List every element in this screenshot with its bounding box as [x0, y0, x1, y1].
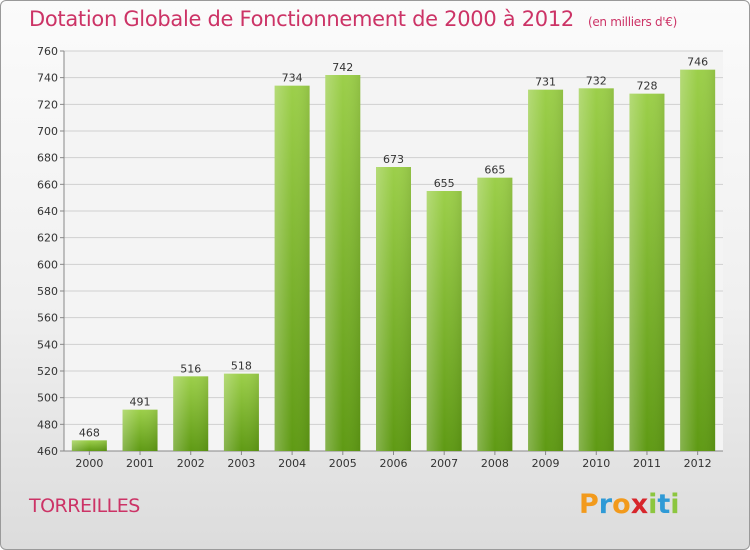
data-label: 734	[282, 72, 303, 85]
proxiti-logo: Proxiti	[579, 489, 680, 520]
y-tick-label: 660	[37, 178, 58, 191]
logo-letter: o	[612, 489, 631, 520]
data-label: 491	[130, 396, 151, 409]
data-label: 742	[332, 61, 353, 74]
bar-shine	[376, 167, 411, 451]
logo-letter: r	[598, 489, 613, 520]
data-label: 746	[687, 56, 708, 69]
y-tick-label: 680	[37, 152, 58, 165]
logo-letter: i	[670, 489, 680, 520]
y-tick-label: 460	[37, 445, 58, 458]
logo-letter: x	[630, 489, 649, 520]
chart-unit: (en milliers d'€)	[587, 15, 677, 29]
logo-letter: P	[579, 489, 599, 520]
logo-letter: i	[648, 489, 658, 520]
bar-shine	[629, 93, 665, 452]
bar-shine	[578, 88, 614, 451]
bar-shine	[71, 440, 107, 451]
x-tick-label: 2006	[380, 457, 408, 470]
y-tick-label: 520	[37, 365, 58, 378]
y-tick-label: 640	[37, 205, 58, 218]
y-tick-label: 560	[37, 312, 58, 325]
bar-shine	[325, 75, 361, 451]
data-label: 673	[383, 153, 404, 166]
y-tick-label: 600	[37, 258, 58, 271]
data-label: 728	[636, 80, 657, 93]
x-tick-label: 2011	[633, 457, 661, 470]
y-tick-label: 540	[37, 338, 58, 351]
commune-name: TORREILLES	[29, 495, 140, 517]
x-tick-label: 2004	[278, 457, 306, 470]
chart-title: Dotation Globale de Fonctionnement de 20…	[29, 7, 677, 31]
x-tick-label: 2010	[582, 457, 610, 470]
x-tick-label: 2001	[126, 457, 154, 470]
y-tick-label: 720	[37, 98, 58, 111]
y-tick-label: 760	[37, 45, 58, 58]
x-tick-label: 2002	[177, 457, 205, 470]
x-tick-label: 2003	[227, 457, 255, 470]
y-tick-label: 740	[37, 72, 58, 85]
y-tick-label: 620	[37, 232, 58, 245]
chart-title-text: Dotation Globale de Fonctionnement de 20…	[29, 7, 574, 31]
x-tick-label: 2008	[481, 457, 509, 470]
bar-shine	[223, 373, 259, 451]
x-tick-label: 2007	[430, 457, 458, 470]
data-label: 665	[484, 164, 505, 177]
x-tick-label: 2005	[329, 457, 357, 470]
y-tick-label: 580	[37, 285, 58, 298]
bar-shine	[426, 191, 462, 451]
data-label: 468	[79, 426, 100, 439]
bar-shine	[477, 177, 513, 451]
bar-shine	[274, 85, 310, 452]
data-label: 516	[180, 362, 201, 375]
y-tick-label: 500	[37, 392, 58, 405]
bar-shine	[680, 69, 716, 452]
data-label: 731	[535, 76, 556, 89]
x-tick-label: 2012	[684, 457, 712, 470]
logo-letter: t	[657, 489, 671, 520]
data-label: 655	[434, 177, 455, 190]
bar-shine	[122, 409, 158, 451]
data-label: 518	[231, 360, 252, 373]
y-tick-label: 480	[37, 418, 58, 431]
x-tick-label: 2000	[75, 457, 103, 470]
bar-shine	[173, 376, 209, 451]
y-tick-label: 700	[37, 125, 58, 138]
bar-shine	[528, 89, 564, 452]
x-tick-label: 2009	[532, 457, 560, 470]
data-label: 732	[586, 74, 607, 87]
